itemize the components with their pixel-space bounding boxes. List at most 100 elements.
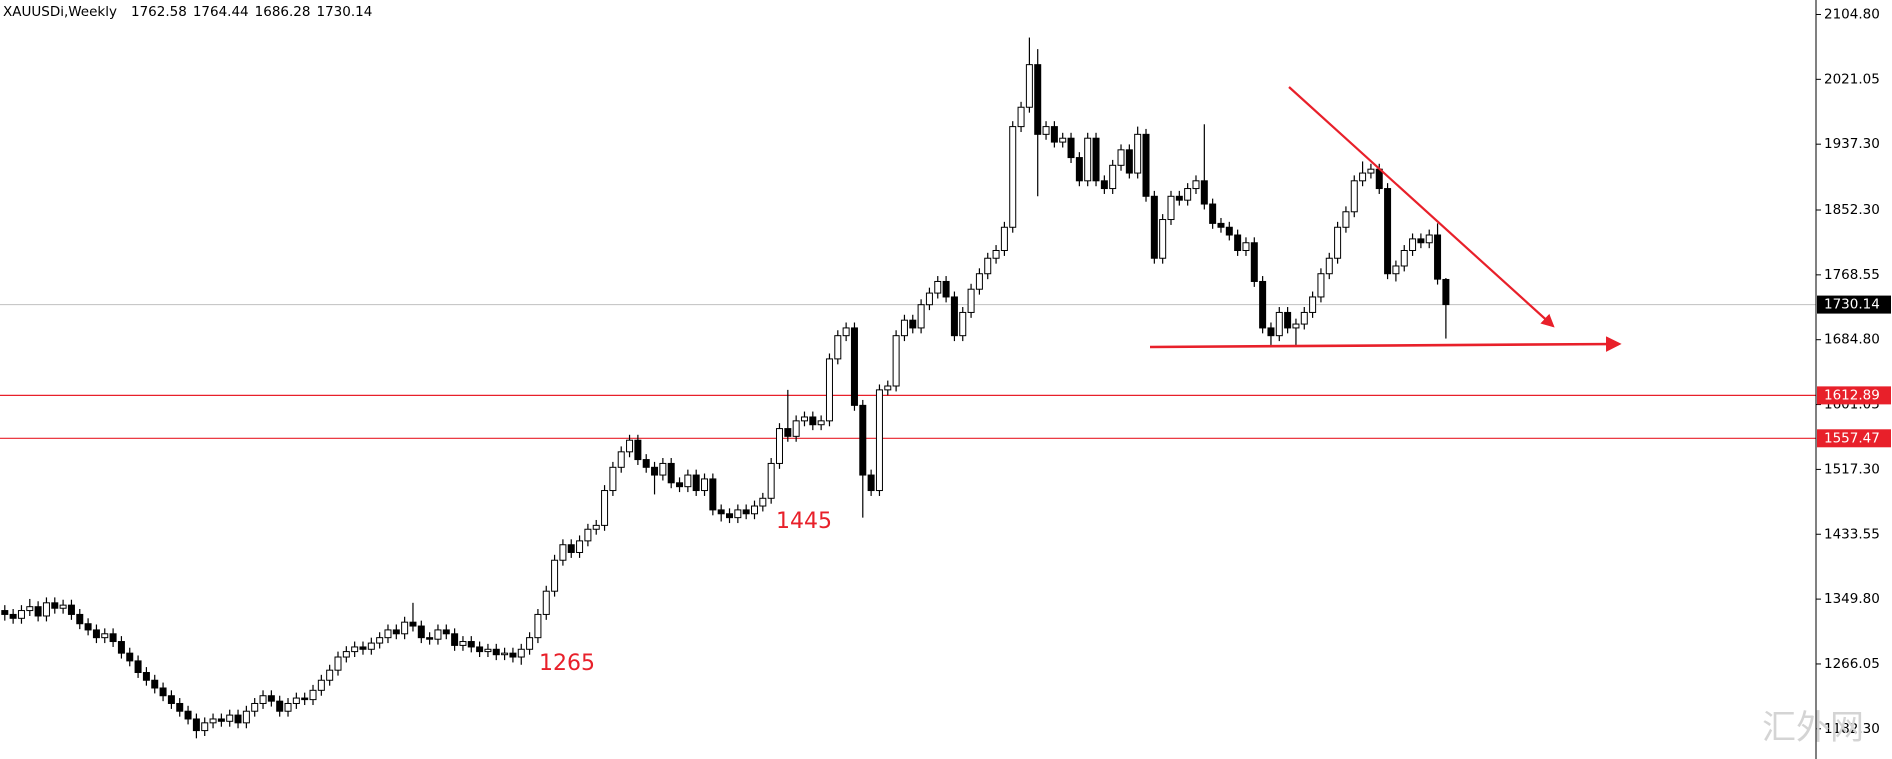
candle-body xyxy=(1100,180,1108,190)
candle-body xyxy=(517,648,525,658)
open-value: 1762.58 xyxy=(131,4,187,20)
candle-body xyxy=(442,629,450,635)
candle-body xyxy=(259,695,267,704)
y-tick-label: 1852.30 xyxy=(1824,202,1880,218)
candle-body xyxy=(667,462,675,484)
candle-body xyxy=(950,296,958,337)
y-tick-label: 1684.80 xyxy=(1824,332,1880,348)
candles xyxy=(1,37,1450,739)
candle-body xyxy=(1367,168,1375,174)
candle-body xyxy=(1434,234,1442,280)
candle-body xyxy=(1200,180,1208,205)
candle-body xyxy=(226,714,234,722)
candle-body xyxy=(817,420,825,426)
candle-body xyxy=(659,462,667,476)
candle-body xyxy=(209,718,217,724)
candle-body xyxy=(1184,188,1192,201)
candle-body xyxy=(992,249,1000,259)
y-tick-label: 1433.55 xyxy=(1824,526,1880,542)
candle-body xyxy=(942,280,950,298)
candle-body xyxy=(276,700,284,712)
candle-body xyxy=(1167,195,1175,221)
candle-body xyxy=(467,641,475,648)
candle-body xyxy=(1409,238,1417,251)
candle-body xyxy=(234,714,242,724)
candle-body xyxy=(1042,126,1050,135)
candle-body xyxy=(1267,327,1275,337)
candle-body xyxy=(634,439,642,461)
candle-body xyxy=(1009,126,1017,228)
candle-body xyxy=(1159,219,1167,259)
candle-body xyxy=(1284,311,1292,329)
candle-body xyxy=(842,327,850,337)
candle-body xyxy=(1384,188,1392,275)
candle-body xyxy=(984,257,992,275)
annotation: 1265 xyxy=(539,651,595,676)
candle-body xyxy=(192,718,200,732)
current-price-label: 1730.14 xyxy=(1824,297,1880,313)
level-tag xyxy=(1817,386,1891,405)
candle-body xyxy=(476,646,484,653)
candle-body xyxy=(809,416,817,426)
candle-body xyxy=(726,513,734,519)
candle-body xyxy=(784,428,792,437)
candle-body xyxy=(1250,242,1258,282)
candle-body xyxy=(709,478,717,511)
candle-body xyxy=(617,451,625,468)
candle-body xyxy=(484,648,492,653)
candle-body xyxy=(451,633,459,646)
candle-body xyxy=(934,280,942,294)
candle-body xyxy=(134,660,142,674)
candle-body xyxy=(84,623,92,631)
candle-body xyxy=(376,637,384,644)
candle-body xyxy=(459,641,467,646)
candle-body xyxy=(1225,226,1233,236)
candle-body xyxy=(767,462,775,499)
candle-body xyxy=(167,695,175,704)
candle-body xyxy=(1092,137,1100,182)
candle-body xyxy=(1017,106,1025,128)
candle-body xyxy=(34,606,42,617)
candle-body xyxy=(1067,137,1075,159)
annotation: 1445 xyxy=(776,509,832,534)
level-tag-label: 1557.47 xyxy=(1824,430,1880,446)
y-tick-label: 1182.30 xyxy=(1824,721,1880,737)
candle-body xyxy=(501,652,509,656)
candle-body xyxy=(909,319,917,329)
candle-body xyxy=(359,646,367,650)
candle-body xyxy=(509,652,517,658)
candle-body xyxy=(142,672,150,681)
candle-body xyxy=(1117,149,1125,166)
candle-body xyxy=(1142,133,1150,197)
candle-body xyxy=(342,651,350,658)
candle-body xyxy=(759,497,767,507)
candle-body xyxy=(1217,222,1225,228)
candle-body xyxy=(292,697,300,704)
y-tick-label: 1517.30 xyxy=(1824,461,1880,477)
levels xyxy=(0,304,1816,439)
candle-body xyxy=(651,466,659,476)
candle-body xyxy=(251,702,259,712)
candle-body xyxy=(1242,242,1250,251)
candle-body xyxy=(26,606,34,612)
candle-body xyxy=(592,524,600,530)
watermark: 汇外网 xyxy=(1762,708,1864,748)
candle-body xyxy=(1084,137,1092,182)
candle-body xyxy=(1075,157,1083,182)
candle-body xyxy=(1309,296,1317,313)
candle-body xyxy=(1375,168,1383,190)
candle-body xyxy=(492,648,500,656)
candle-body xyxy=(775,428,783,464)
symbol-title: XAUUSDi,Weekly xyxy=(3,4,117,20)
candle-body xyxy=(42,602,50,617)
candle-body xyxy=(542,590,550,615)
candle-body xyxy=(875,389,883,492)
candle-body xyxy=(892,335,900,387)
candle-body xyxy=(1234,234,1242,251)
candle-body xyxy=(742,509,750,515)
support-arrow xyxy=(1149,336,1622,352)
candle-body xyxy=(576,540,584,553)
candle-body xyxy=(676,482,684,488)
candle-body xyxy=(1417,238,1425,244)
y-tick-label: 2021.05 xyxy=(1824,71,1880,87)
